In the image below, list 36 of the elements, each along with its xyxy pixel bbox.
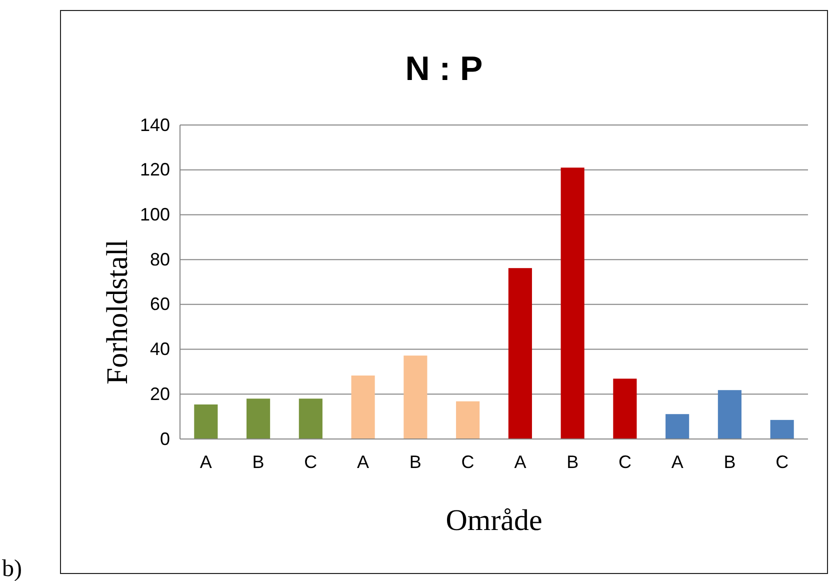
bar [404, 356, 428, 439]
x-tick-label: B [409, 452, 422, 472]
y-tick-label: 40 [150, 339, 170, 360]
bar [298, 398, 322, 439]
y-axis-title: Forholdstall [101, 239, 134, 385]
bar [666, 414, 690, 439]
x-axis-title: Område [446, 504, 542, 537]
y-tick-label: 0 [160, 428, 170, 449]
x-tick-label: C [776, 452, 789, 472]
bar [770, 420, 794, 439]
y-tick-label: 20 [150, 384, 170, 404]
y-tick-label: 60 [150, 294, 170, 314]
bar [508, 268, 532, 439]
bar [613, 378, 637, 439]
y-tick-label: 120 [140, 160, 170, 180]
x-tick-label: C [618, 452, 632, 472]
x-tick-label: B [252, 452, 264, 472]
bar [718, 390, 742, 439]
chart-title: N : P [405, 50, 483, 88]
bar [560, 168, 584, 439]
bar [194, 404, 218, 439]
x-tick-label: A [200, 452, 212, 472]
x-tick-label: A [514, 452, 526, 472]
bar [246, 398, 270, 439]
x-tick-label: B [724, 452, 736, 472]
x-tick-label: A [357, 452, 370, 472]
y-tick-label: 140 [140, 114, 170, 135]
x-tick-label: C [304, 452, 318, 472]
y-tick-label: 100 [140, 204, 170, 224]
x-tick-label: C [461, 452, 474, 472]
y-tick-label: 80 [150, 249, 170, 270]
bar [456, 401, 480, 439]
text: b) [2, 556, 22, 581]
bar [351, 376, 375, 439]
x-tick-label: B [566, 452, 579, 472]
x-tick-label: A [671, 452, 684, 472]
